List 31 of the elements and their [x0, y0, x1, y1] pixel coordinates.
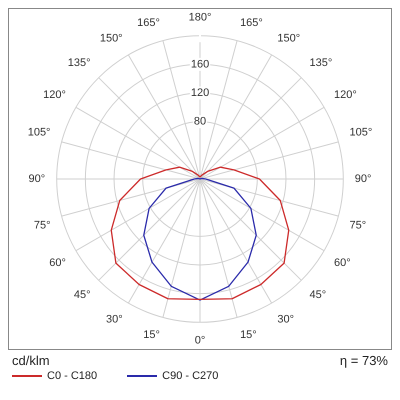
- spoke-label: 120°: [334, 89, 357, 102]
- spoke-label: 75°: [350, 220, 366, 232]
- spoke-label: 120°: [43, 89, 66, 102]
- text: η = 73%: [340, 353, 388, 368]
- spoke-label: 15°: [143, 329, 160, 342]
- legend-label: C90 - C270: [162, 370, 218, 382]
- spoke-label: 150°: [100, 32, 123, 44]
- spoke-label: 105°: [28, 126, 50, 138]
- spoke-label: 30°: [277, 314, 294, 326]
- legend-label: C0 - C180: [47, 370, 98, 382]
- spoke-label: 60°: [334, 257, 351, 270]
- y-tick-label: 80: [194, 116, 206, 128]
- spoke-label: 165°: [137, 16, 160, 29]
- spoke-label: 165°: [240, 16, 263, 29]
- spoke-label: 135°: [309, 56, 332, 69]
- spoke-label: 75°: [34, 220, 50, 232]
- spoke-label: 135°: [68, 56, 91, 69]
- spoke-label: 15°: [240, 329, 257, 342]
- spoke-label: 90°: [28, 173, 46, 186]
- spoke-label: 105°: [350, 126, 372, 138]
- spoke-label: 30°: [106, 314, 123, 326]
- spoke-label: 90°: [354, 173, 372, 186]
- spoke-label: 150°: [277, 32, 300, 44]
- text: cd/klm: [12, 353, 50, 368]
- spoke-label: 180°: [188, 12, 212, 24]
- spoke-label: 45°: [309, 289, 326, 302]
- spoke-label: 0°: [194, 334, 206, 346]
- y-tick-label: 160: [190, 58, 210, 70]
- spoke-label: 45°: [74, 289, 91, 302]
- spoke-label: 60°: [49, 257, 66, 270]
- y-tick-label: 120: [190, 87, 210, 100]
